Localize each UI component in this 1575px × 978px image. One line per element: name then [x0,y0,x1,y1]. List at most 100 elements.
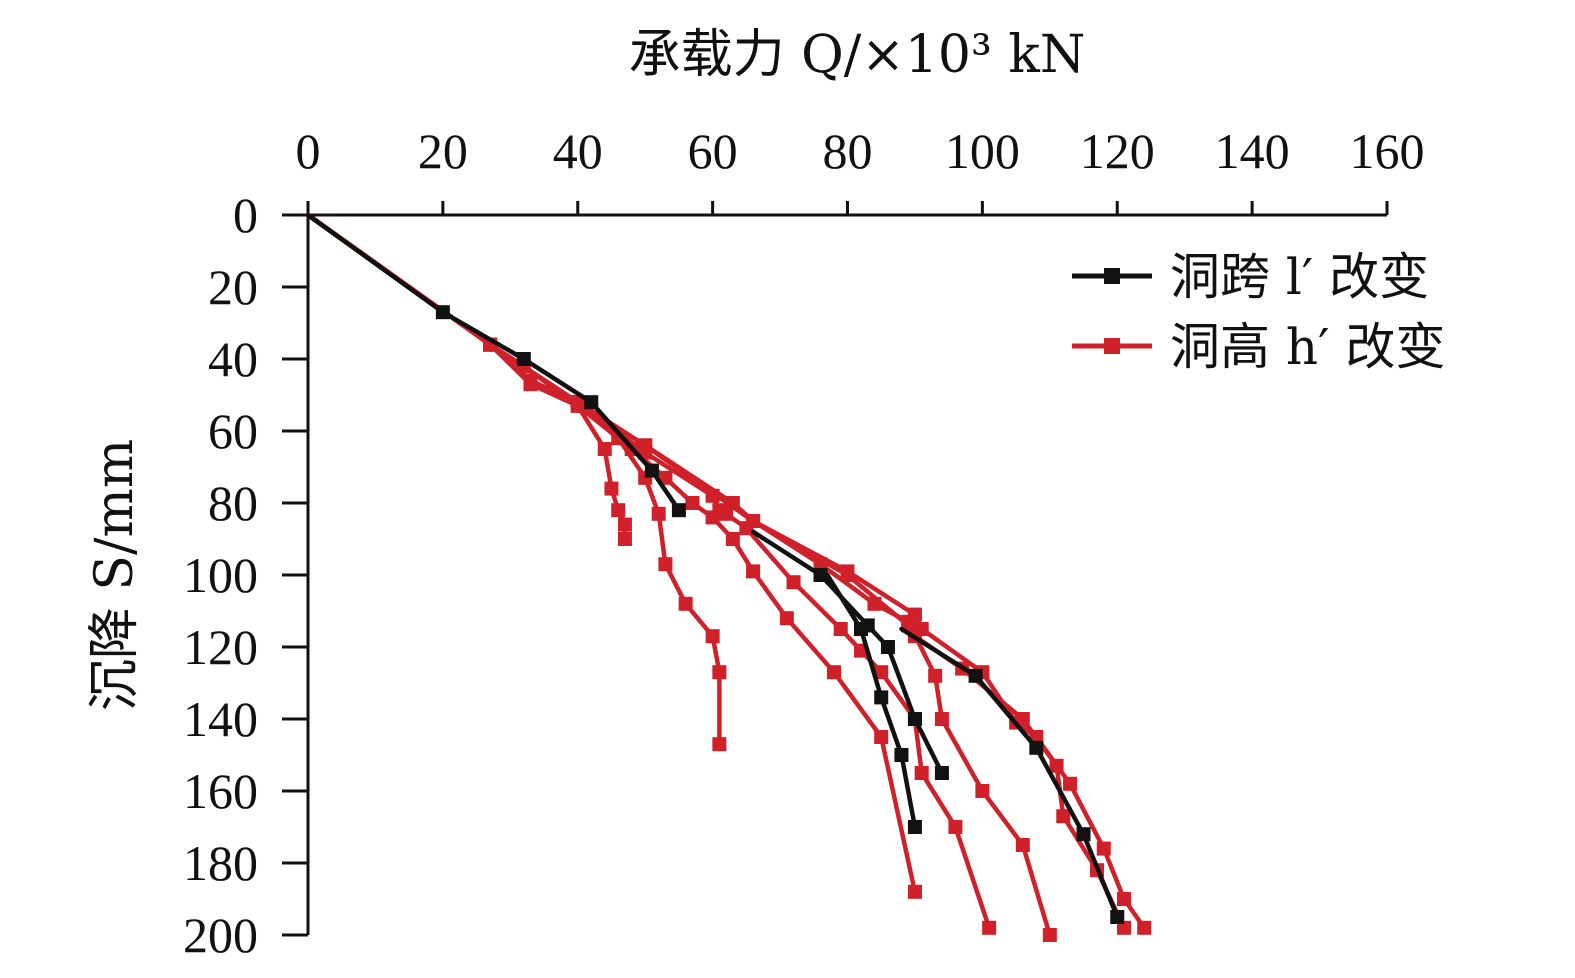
series-point [712,737,727,752]
series-point [827,665,842,680]
series-point [1029,740,1044,755]
legend-item: 洞跨 l′ 改变 [1072,248,1429,306]
series-2 [825,572,922,834]
series-point [638,438,653,453]
x-axis-title: 承载力 Q/×10³ kN [629,25,1086,85]
series-point [1063,776,1078,791]
series-point [705,629,720,644]
series-point [597,442,612,456]
y-tick-label: 120 [183,619,258,675]
series-0 [305,212,686,518]
series-1 [750,529,949,780]
legend-item: 洞高 h′ 改变 [1072,318,1445,376]
x-tick-label: 60 [688,123,738,179]
series-point [435,305,450,320]
series-7 [305,212,997,935]
series-point [678,596,693,611]
series-point [611,503,626,518]
series-point [948,820,963,834]
series-point [914,766,929,780]
series-point [1096,841,1111,856]
series-point [1116,920,1131,935]
series-line [305,212,628,542]
series-line [750,529,945,776]
x-tick-label: 100 [945,123,1020,179]
legend-marker [1104,268,1120,284]
series-point [746,564,761,579]
y-axis-title: 沉降 S/mm [85,439,145,711]
y-tick-label: 0 [233,187,258,243]
series-point [746,514,761,528]
series-point [934,766,949,780]
y-tick-label: 160 [183,763,258,819]
y-tick-label: 40 [208,331,258,387]
series-point [712,665,727,680]
y-tick-label: 200 [183,907,258,963]
series-point [894,748,909,762]
series-point [658,557,673,572]
legend-label: 洞跨 l′ 改变 [1170,248,1429,306]
series-point [907,884,922,899]
series-10 [305,212,1152,935]
series-line [305,212,1147,931]
series-3 [899,626,1125,924]
series-point [1042,928,1057,942]
series-point [874,665,889,680]
y-tick-label: 20 [208,259,258,315]
series-point [1116,892,1131,906]
y-ticks: 0 20 40 60 80 100 120 140 160 180 200 [183,187,308,963]
series-point [719,506,734,521]
series-point [671,503,686,518]
series-point [934,712,949,726]
series-point [874,690,889,705]
series-point [1076,827,1091,842]
series-point [786,575,801,590]
series-line [305,212,918,895]
x-ticks: 0 20 40 60 80 100 120 140 160 [296,123,1425,215]
y-tick-label: 180 [183,835,258,891]
series-point [833,622,848,636]
series-point [914,622,929,636]
series-point [813,568,828,582]
plot-series [305,212,1152,942]
series-point [874,730,889,744]
x-tick-label: 0 [296,123,321,179]
series-point [1015,838,1030,852]
series-line [305,212,682,513]
series-point [779,611,794,626]
y-tick-label: 140 [183,691,258,747]
series-point [725,532,740,546]
series-point [907,820,922,834]
series-line [305,212,1053,938]
series-6 [305,212,922,899]
series-point [617,532,632,546]
series-point [570,395,585,410]
series-point [982,920,997,935]
legend-marker [1104,338,1120,354]
series-point [523,373,538,388]
series-point [658,470,673,485]
series-point [907,712,922,726]
x-tick-label: 80 [823,123,873,179]
series-point [907,607,922,622]
series-point [685,496,700,510]
series-point [617,517,632,532]
series-point [1056,809,1071,824]
series-point [651,506,666,521]
legend-label: 洞高 h′ 改变 [1170,318,1445,376]
series-point [516,352,531,366]
y-tick-label: 60 [208,403,258,459]
series-point [604,481,619,496]
series-line [305,212,992,931]
series-point [975,784,990,798]
series-point [880,640,895,654]
series-point [644,463,659,478]
series-point [928,668,943,683]
x-tick-label: 160 [1350,123,1425,179]
x-tick-label: 20 [418,123,468,179]
x-tick-label: 140 [1215,123,1290,179]
x-tick-label: 120 [1080,123,1155,179]
y-tick-label: 80 [208,475,258,531]
series-8 [305,212,1057,942]
